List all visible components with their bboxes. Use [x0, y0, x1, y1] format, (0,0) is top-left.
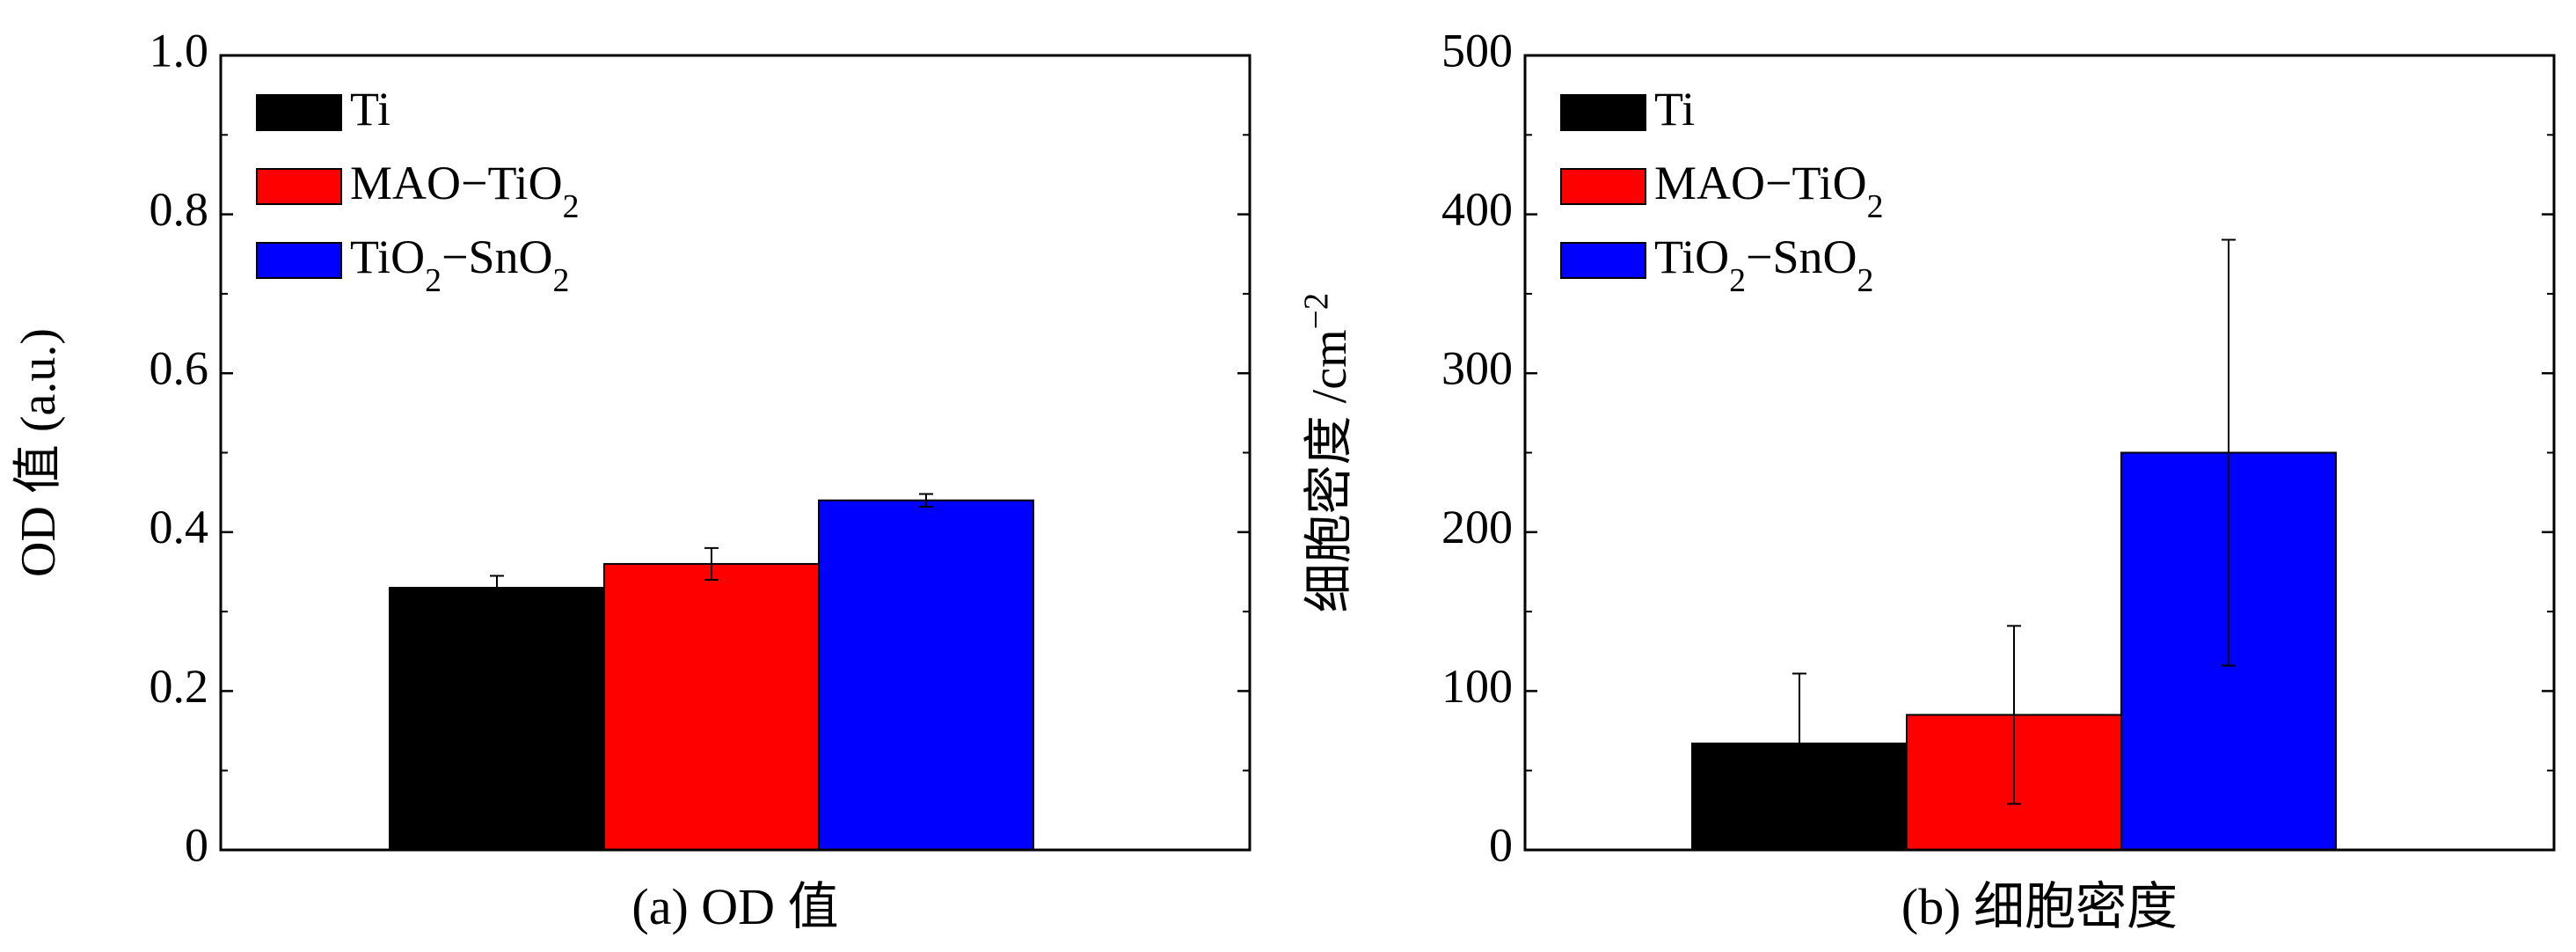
- legend-item-3: TiO2−SnO2: [256, 231, 569, 299]
- legend-swatch: [1560, 242, 1646, 279]
- y-tick-label: 300: [1441, 342, 1513, 395]
- legend-swatch: [256, 242, 342, 279]
- legend-label: TiO2−SnO2: [1654, 231, 1873, 299]
- legend-label: Ti: [1654, 83, 1695, 135]
- legend-item-1: Ti: [256, 83, 390, 135]
- legend-item-3: TiO2−SnO2: [1560, 231, 1873, 299]
- y-tick-label: 0.8: [150, 183, 209, 236]
- y-tick-label: 400: [1441, 183, 1513, 236]
- y-tick-label: 500: [1441, 24, 1513, 77]
- y-tick-label: 0.6: [150, 342, 209, 395]
- legend-swatch: [1560, 168, 1646, 205]
- bar-3: [818, 499, 1034, 851]
- legend-swatch: [256, 94, 342, 131]
- panel-caption: (b) 细胞密度: [1901, 878, 2178, 935]
- panel-a-od-value: 0 0.2 0.4 0.6 0.8 1.0 OD 值 (a.u.) (a) OD 值 Ti MAO…: [11, 24, 1252, 935]
- y-tick-label: 0: [185, 818, 208, 871]
- legend-swatch: [256, 168, 342, 205]
- legend-swatch: [1560, 94, 1646, 131]
- error-bar-2: [2007, 625, 2021, 805]
- panel-b-cell-density: 0 100 200 300 400 500 细胞密度 /cm−2 (b) 细胞密度 Ti MAO−…: [1297, 24, 2556, 935]
- error-bar-3: [2222, 238, 2236, 667]
- y-tick-label: 1.0: [150, 24, 209, 77]
- bar-2: [603, 562, 820, 851]
- y-axis-label: 细胞密度 /cm−2: [1297, 293, 1358, 613]
- bar-1: [389, 587, 605, 851]
- error-bar-1: [1792, 672, 1806, 815]
- legend-item-2: MAO−TiO2: [1560, 157, 1883, 225]
- y-tick-label: 0.4: [150, 501, 209, 553]
- legend-label: MAO−TiO2: [350, 157, 579, 225]
- error-bar-3: [919, 493, 933, 508]
- legend-item-2: MAO−TiO2: [256, 157, 579, 225]
- y-tick-label: 200: [1441, 501, 1513, 553]
- y-tick-label: 0: [1489, 818, 1513, 871]
- y-tick-label: 0.2: [150, 660, 209, 713]
- legend-label: Ti: [350, 83, 390, 135]
- legend-label: TiO2−SnO2: [350, 231, 569, 299]
- panel-caption: (a) OD 值: [631, 878, 838, 935]
- error-bar-2: [704, 546, 719, 581]
- legend-label: MAO−TiO2: [1654, 157, 1883, 225]
- y-tick-label: 100: [1441, 660, 1513, 713]
- y-axis-label: OD 值 (a.u.): [11, 328, 66, 577]
- legend-item-1: Ti: [1560, 83, 1695, 135]
- error-bar-1: [490, 575, 504, 601]
